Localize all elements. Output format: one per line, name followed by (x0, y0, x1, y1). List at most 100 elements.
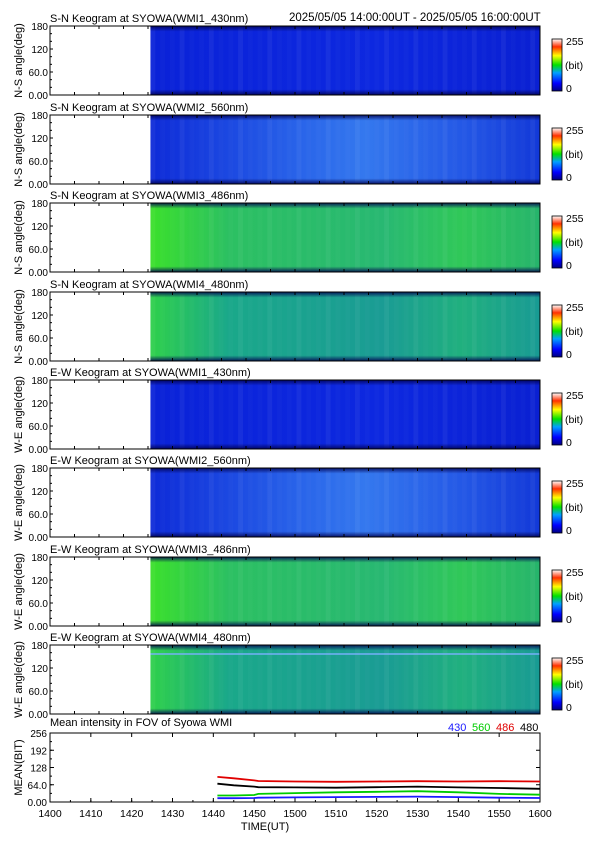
colorbar-unit: (bit) (565, 326, 583, 338)
y-tick-label: 0.00 (29, 91, 49, 102)
colorbar (551, 215, 563, 269)
y-tick-label: 0.00 (29, 710, 49, 721)
colorbar-max: 255 (566, 125, 584, 137)
y-tick-label: 0.00 (29, 268, 49, 279)
colorbar-min: 0 (566, 437, 572, 449)
colorbar-unit: (bit) (565, 149, 583, 161)
colorbar-min: 0 (566, 260, 572, 272)
y-tick-label: 180 (31, 288, 48, 299)
legend-entry-486: 486 (496, 722, 514, 734)
panel-title: E-W Keogram at SYOWA(WMI1_430nm) (50, 367, 251, 379)
panel-title: S-N Keogram at SYOWA(WMI2_560nm) (50, 102, 248, 114)
colorbar (551, 392, 563, 446)
y-axis-label: W-E angle(deg) (13, 464, 25, 541)
colorbar-min: 0 (566, 172, 572, 184)
panel-title: E-W Keogram at SYOWA(WMI4_480nm) (50, 632, 251, 644)
y-tick-label: 120 (31, 134, 48, 145)
y-tick-label: 180 (31, 641, 48, 652)
colorbar (551, 127, 563, 181)
series-line-560 (217, 790, 541, 797)
colorbar-min: 0 (566, 702, 572, 714)
y-axis-label: W-E angle(deg) (13, 376, 25, 453)
colorbar-max: 255 (566, 655, 584, 667)
x-tick-label: 1420 (120, 808, 144, 820)
y-tick-label: 180 (31, 464, 48, 475)
colorbar-min: 0 (566, 83, 572, 95)
x-tick-label: 1440 (202, 808, 226, 820)
colorbar-min: 0 (566, 525, 572, 537)
keogram-panel-3: S-N Keogram at SYOWA(WMI3_486nm)180 120 60… (13, 190, 584, 279)
legend-entry-480: 480 (520, 722, 538, 734)
x-tick-label: 1540 (447, 808, 471, 820)
colorbar (551, 480, 563, 534)
x-tick-label: 1550 (487, 808, 511, 820)
y-axis-label: N-S angle(deg) (13, 289, 25, 364)
colorbar-min: 0 (566, 349, 572, 361)
panel-title: E-W Keogram at SYOWA(WMI2_560nm) (50, 455, 251, 467)
colorbar (551, 657, 563, 711)
colorbar-max: 255 (566, 478, 584, 490)
x-tick-label: 1530 (406, 808, 430, 820)
colorbar-unit: (bit) (565, 60, 583, 72)
y-tick-label: 180 (31, 553, 48, 564)
panel-title: S-N Keogram at SYOWA(WMI4_480nm) (50, 279, 248, 291)
mean-plot-title: Mean intensity in FOV of Syowa WMI (50, 717, 232, 729)
x-tick-label: 1410 (79, 808, 103, 820)
y-tick-label: 180 (31, 199, 48, 210)
y-tick-label: 120 (31, 664, 48, 675)
y-axis-label: W-E angle(deg) (13, 553, 25, 630)
y-tick-label: 64.0 (28, 781, 48, 792)
x-tick-label: 1600 (528, 808, 552, 820)
y-tick-label: 60.0 (29, 157, 49, 168)
colorbar-max: 255 (566, 302, 584, 314)
y-axis-label: N-S angle(deg) (13, 200, 25, 275)
colorbar (551, 304, 563, 358)
y-tick-label: 180 (31, 376, 48, 387)
keogram-edge-shade (150, 292, 540, 361)
time-range-label: 2025/05/05 14:00:00UT - 2025/05/05 16:00… (289, 12, 541, 24)
y-tick-label: 60.0 (29, 334, 49, 345)
y-tick-label: 0.00 (29, 622, 49, 633)
y-tick-label: 120 (31, 222, 48, 233)
y-tick-label: 120 (31, 487, 48, 498)
colorbar-unit: (bit) (565, 414, 583, 426)
keogram-panels: S-N Keogram at SYOWA(WMI1_430nm) 180 120 60… (13, 13, 584, 721)
colorbar-unit: (bit) (565, 502, 583, 514)
y-axis-label: MEAN(BIT) (13, 739, 25, 795)
keogram-panel-5: E-W Keogram at SYOWA(WMI1_430nm)180 120 60… (13, 367, 584, 456)
y-tick-label: 0.00 (28, 798, 48, 809)
y-tick-label: 60.0 (29, 510, 49, 521)
keogram-panel-6: E-W Keogram at SYOWA(WMI2_560nm)180 120 60… (13, 455, 584, 544)
y-tick-label: 60.0 (29, 687, 49, 698)
keogram-edge-shade (150, 115, 540, 184)
x-tick-label: 1510 (324, 808, 348, 820)
x-tick-label: 1400 (38, 808, 62, 820)
y-tick-label: 0.00 (29, 533, 49, 544)
keogram-panel-1: S-N Keogram at SYOWA(WMI1_430nm)180 120 60… (13, 13, 584, 102)
y-tick-label: 192 (30, 746, 47, 757)
x-tick-label: 1520 (365, 808, 389, 820)
colorbar-max: 255 (566, 213, 584, 225)
colorbar-max: 255 (566, 390, 584, 402)
y-tick-label: 180 (31, 111, 48, 122)
y-axis-label: N-S angle(deg) (13, 23, 25, 98)
series-line-480 (217, 782, 541, 790)
keogram-edge-shade (150, 26, 540, 95)
x-axis-label: TIME(UT) (241, 821, 289, 833)
y-tick-label: 60.0 (29, 245, 49, 256)
keogram-edge-shade (150, 380, 540, 449)
keogram-edge-shade (150, 203, 540, 272)
panel-title: S-N Keogram at SYOWA(WMI1_430nm) (50, 13, 248, 25)
keogram-panel-7: E-W Keogram at SYOWA(WMI3_486nm)180 120 60… (13, 544, 584, 633)
y-tick-label: 60.0 (29, 422, 49, 433)
y-tick-label: 120 (31, 45, 48, 56)
keogram-panel-8: E-W Keogram at SYOWA(WMI4_480nm)180 120 60… (13, 632, 584, 721)
keogram-edge-shade (150, 645, 540, 714)
keogram-band (150, 653, 540, 655)
legend-entry-560: 560 (472, 722, 490, 734)
colorbar-unit: (bit) (565, 679, 583, 691)
y-tick-label: 120 (31, 399, 48, 410)
keogram-panel-2: S-N Keogram at SYOWA(WMI2_560nm)180 120 60… (13, 102, 584, 191)
series-line-430 (217, 795, 541, 800)
